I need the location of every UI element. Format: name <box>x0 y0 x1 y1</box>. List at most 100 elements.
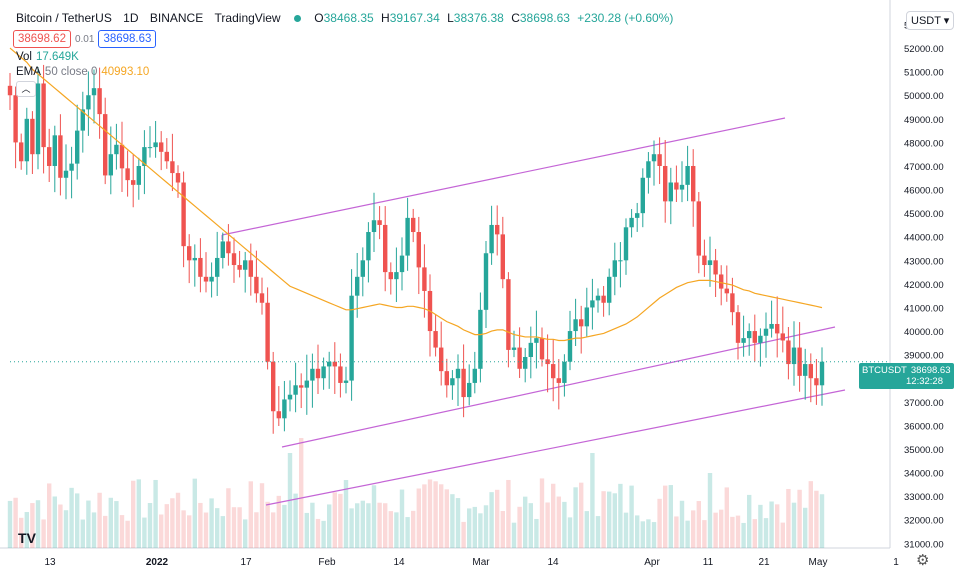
candle <box>47 147 52 166</box>
candle <box>377 220 382 225</box>
candle <box>416 232 421 268</box>
candle <box>131 180 136 185</box>
currency-select[interactable]: USDT ▾ <box>906 11 955 30</box>
volume-bar <box>584 511 589 548</box>
open-value: 38468.35 <box>323 11 374 25</box>
volume-bar <box>52 496 57 548</box>
ema-legend[interactable]: EMA 50 close 0 40993.10 <box>16 66 149 78</box>
candle <box>590 300 595 308</box>
candle <box>103 114 108 176</box>
volume-bar <box>573 487 578 548</box>
volume-bar <box>371 485 377 548</box>
volume-bar <box>41 519 46 548</box>
close-label: C <box>511 11 520 25</box>
ema-params: 50 close 0 <box>44 66 98 78</box>
volume-bar <box>271 512 276 548</box>
candle <box>276 411 281 419</box>
candle <box>153 142 158 148</box>
volume-bar <box>30 503 35 548</box>
candle <box>304 380 309 388</box>
x-tick-label: 14 <box>393 557 405 568</box>
volume-bar <box>209 498 214 548</box>
candle <box>808 364 813 379</box>
volume-bar <box>489 492 494 548</box>
volume-bar <box>119 515 125 548</box>
candle <box>735 312 741 343</box>
candle <box>97 88 102 115</box>
collapse-legend-icon[interactable]: ︿ <box>16 81 36 97</box>
volume-bar <box>349 508 354 548</box>
volume-bar <box>131 480 136 548</box>
volume-bar <box>635 515 640 548</box>
volume-bar <box>433 481 438 548</box>
candle <box>338 366 343 383</box>
volume-bar <box>282 504 287 548</box>
candle <box>433 331 438 348</box>
candle <box>91 88 97 96</box>
volume-bar <box>327 504 332 548</box>
candle <box>607 276 612 303</box>
candle <box>108 154 113 176</box>
candle <box>601 295 606 303</box>
volume-bar <box>478 513 483 548</box>
candle <box>523 356 528 369</box>
candle <box>366 232 371 261</box>
candle <box>461 368 466 398</box>
volume-bar <box>679 500 685 548</box>
gear-icon[interactable]: ⚙ <box>916 552 930 569</box>
volume-legend[interactable]: Vol 17.649K <box>16 51 79 63</box>
volume-bar <box>623 512 629 548</box>
volume-bar <box>763 518 769 548</box>
candle <box>752 331 757 343</box>
candle <box>679 184 685 190</box>
candle <box>556 378 561 383</box>
volume-bar <box>58 504 63 548</box>
x-tick-label: Apr <box>644 557 660 568</box>
candle <box>394 272 399 280</box>
last-price-label: BTCUSDT 38698.63 12:32:28 <box>859 363 954 389</box>
y-tick-label: 39000.00 <box>904 351 944 362</box>
candle <box>13 95 18 143</box>
volume-bar <box>500 510 505 548</box>
candle <box>623 227 629 261</box>
y-tick-label: 41000.00 <box>904 303 944 314</box>
x-tick-label: May <box>809 557 828 568</box>
x-tick-label: 17 <box>240 557 252 568</box>
volume-bar <box>483 505 489 548</box>
volume-bar <box>629 485 634 548</box>
volume-bar <box>814 490 819 548</box>
x-tick-label: 2022 <box>146 557 169 568</box>
candle <box>584 307 589 327</box>
volume-bar <box>668 485 673 548</box>
volume-bar <box>142 517 147 548</box>
candle <box>187 246 192 261</box>
volume-bar <box>752 519 757 548</box>
sell-button[interactable]: 38698.62 <box>13 30 71 48</box>
symbol-title[interactable]: Bitcoin / TetherUS <box>16 11 112 25</box>
candle <box>640 177 645 214</box>
spread-value: 0.01 <box>74 34 95 45</box>
candle <box>450 378 455 386</box>
candle <box>713 260 718 275</box>
interval-label[interactable]: 1D <box>123 11 139 25</box>
candle <box>35 83 41 155</box>
volume-bar <box>86 500 91 548</box>
candle <box>343 380 349 383</box>
volume-bar <box>539 478 545 548</box>
candle <box>237 265 242 270</box>
x-tick-label: 14 <box>547 557 559 568</box>
buy-button[interactable]: 38698.63 <box>98 30 157 48</box>
candle <box>489 224 494 254</box>
volume-bar <box>685 520 690 548</box>
candle <box>321 366 326 379</box>
candle <box>136 165 141 185</box>
candle <box>528 342 533 357</box>
volume-bar <box>170 498 175 548</box>
volume-bar <box>175 492 181 548</box>
y-tick-label: 43000.00 <box>904 256 944 267</box>
candle <box>618 260 623 262</box>
tradingview-logo-icon[interactable]: TV <box>18 530 36 546</box>
volume-bar <box>192 478 197 548</box>
volume-bar <box>226 488 231 548</box>
